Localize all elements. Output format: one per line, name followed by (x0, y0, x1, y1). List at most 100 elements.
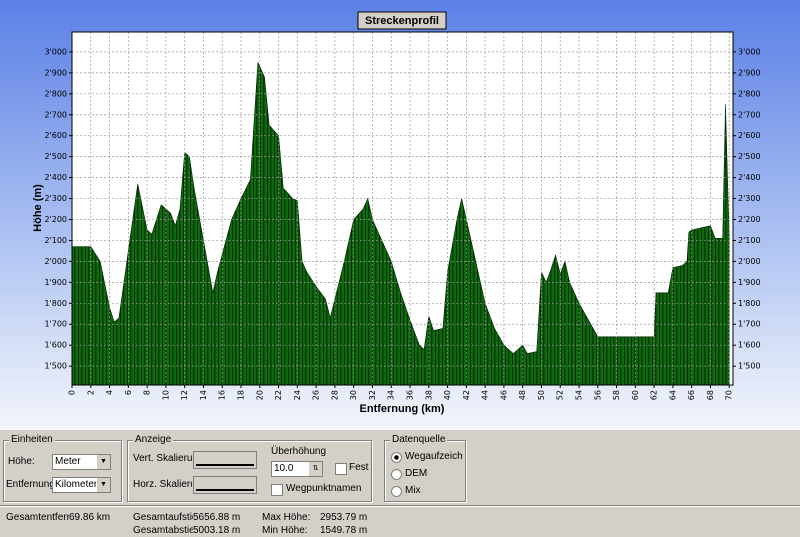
label: Entfernung: (6, 479, 58, 490)
vert-slider[interactable] (193, 451, 257, 469)
x-tick-label: 16 (218, 390, 227, 400)
y-tick-label: 2'600 (44, 131, 67, 140)
x-tick-label: 46 (499, 390, 508, 400)
x-tick-label: 70 (725, 390, 734, 400)
y-tick-label: 2'000 (44, 257, 67, 266)
y-tick-label: 2'200 (738, 215, 761, 224)
units-group: Einheiten (3, 434, 122, 502)
y-tick-label: 1'700 (738, 320, 761, 329)
divider (0, 505, 800, 506)
y-tick-label: 1'900 (44, 278, 67, 287)
group-title: Einheiten (9, 434, 55, 445)
y-tick-label: 2'600 (738, 131, 761, 140)
x-tick-label: 34 (387, 390, 396, 400)
y-tick-label: 1'900 (738, 278, 761, 287)
source-group: Datenquelle (384, 434, 466, 502)
x-tick-label: 4 (105, 390, 114, 395)
waypoints-checkbox[interactable] (271, 484, 283, 496)
x-tick-label: 24 (293, 390, 302, 400)
y-tick-label: 1'500 (738, 362, 761, 371)
select-value: Kilometer (55, 479, 98, 490)
y-tick-label: 2'700 (738, 110, 761, 119)
y-tick-label: 2'800 (738, 89, 761, 98)
x-axis-label: Entfernung (km) (360, 403, 445, 415)
x-tick-label: 62 (650, 390, 659, 400)
y-tick-label: 2'400 (44, 173, 67, 182)
status-value: 5003.18 m (193, 525, 241, 536)
height-select[interactable]: Meter ▼ (52, 454, 111, 470)
y-tick-label: 2'100 (44, 236, 67, 245)
y-tick-label: 2'900 (738, 68, 761, 77)
status-label: Gesamtaufstieg: (133, 512, 193, 523)
y-tick-label: 3'000 (44, 47, 67, 56)
x-tick-label: 26 (312, 390, 321, 400)
y-tick-label: 1'600 (44, 341, 67, 350)
label: Wegpunktnamen (286, 483, 362, 494)
label: Feststellen (349, 462, 369, 473)
x-tick-label: 64 (668, 390, 677, 400)
chart: Streckenprofil Höhe (m) Entfernung (km) … (0, 0, 800, 430)
chart-title: Streckenprofil (365, 15, 439, 27)
radio[interactable] (391, 452, 402, 463)
x-tick-label: 8 (143, 390, 152, 395)
x-tick-label: 28 (330, 390, 339, 400)
x-tick-label: 66 (687, 390, 696, 400)
plot-frame (71, 31, 734, 386)
radio[interactable] (391, 486, 402, 497)
y-tick-label: 2'100 (738, 236, 761, 245)
group-title: Anzeige (133, 434, 174, 445)
radio[interactable] (391, 469, 402, 480)
x-tick-label: 36 (406, 390, 415, 400)
status-value: 1549.78 m (320, 525, 368, 536)
x-tick-label: 52 (556, 390, 565, 400)
select-value: Meter (55, 456, 81, 467)
y-tick-label: 2'700 (44, 110, 67, 119)
y-tick-label: 2'900 (44, 68, 67, 77)
horz-slider[interactable] (193, 476, 257, 494)
group-title: Datenquelle (390, 434, 448, 445)
y-tick-label: 2'200 (44, 215, 67, 224)
label: Wegaufzeichnung (405, 451, 463, 462)
x-tick-label: 68 (706, 390, 715, 400)
title-box (357, 11, 447, 30)
status-label: Gesamtabstieg: (133, 525, 193, 536)
input-value: 10.0 (274, 463, 294, 474)
exaggeration-input[interactable]: 10.0 ⇅ (271, 461, 323, 477)
y-tick-label: 2'300 (738, 194, 761, 203)
label: Horz. Skalierung (133, 479, 192, 490)
x-tick-label: 2 (86, 390, 95, 395)
label: Höhe: (8, 456, 35, 467)
y-tick-label: 2'300 (44, 194, 67, 203)
label: DEM (405, 468, 428, 479)
x-tick-label: 20 (255, 390, 264, 400)
x-tick-label: 60 (631, 390, 640, 400)
status-value: 2953.79 m (320, 512, 368, 523)
x-tick-label: 56 (593, 390, 602, 400)
x-tick-label: 50 (537, 390, 546, 400)
y-tick-label: 1'800 (44, 299, 67, 308)
x-tick-label: 54 (575, 390, 584, 400)
y-tick-label: 1'700 (44, 320, 67, 329)
distance-select[interactable]: Kilometer ▼ (52, 477, 111, 493)
x-tick-label: 6 (124, 390, 133, 395)
label: Mix (405, 485, 421, 496)
y-tick-label: 3'000 (738, 47, 761, 56)
x-tick-label: 22 (274, 390, 283, 400)
x-tick-label: 44 (481, 390, 490, 400)
x-tick-label: 10 (161, 390, 170, 400)
display-group: Anzeige (127, 434, 372, 502)
x-tick-label: 42 (462, 390, 471, 400)
y-tick-label: 2'000 (738, 257, 761, 266)
status-value: 69.86 km (69, 512, 111, 523)
status-value: 5656.88 m (193, 512, 241, 523)
x-tick-label: 48 (518, 390, 527, 400)
y-tick-label: 1'800 (738, 299, 761, 308)
x-tick-label: 32 (368, 390, 377, 400)
lock-checkbox[interactable] (335, 463, 347, 475)
x-tick-label: 38 (424, 390, 433, 400)
y-axis-label: Höhe (m) (32, 184, 44, 232)
x-tick-label: 40 (443, 390, 452, 400)
y-tick-label: 2'500 (738, 152, 761, 161)
y-tick-label: 2'500 (44, 152, 67, 161)
